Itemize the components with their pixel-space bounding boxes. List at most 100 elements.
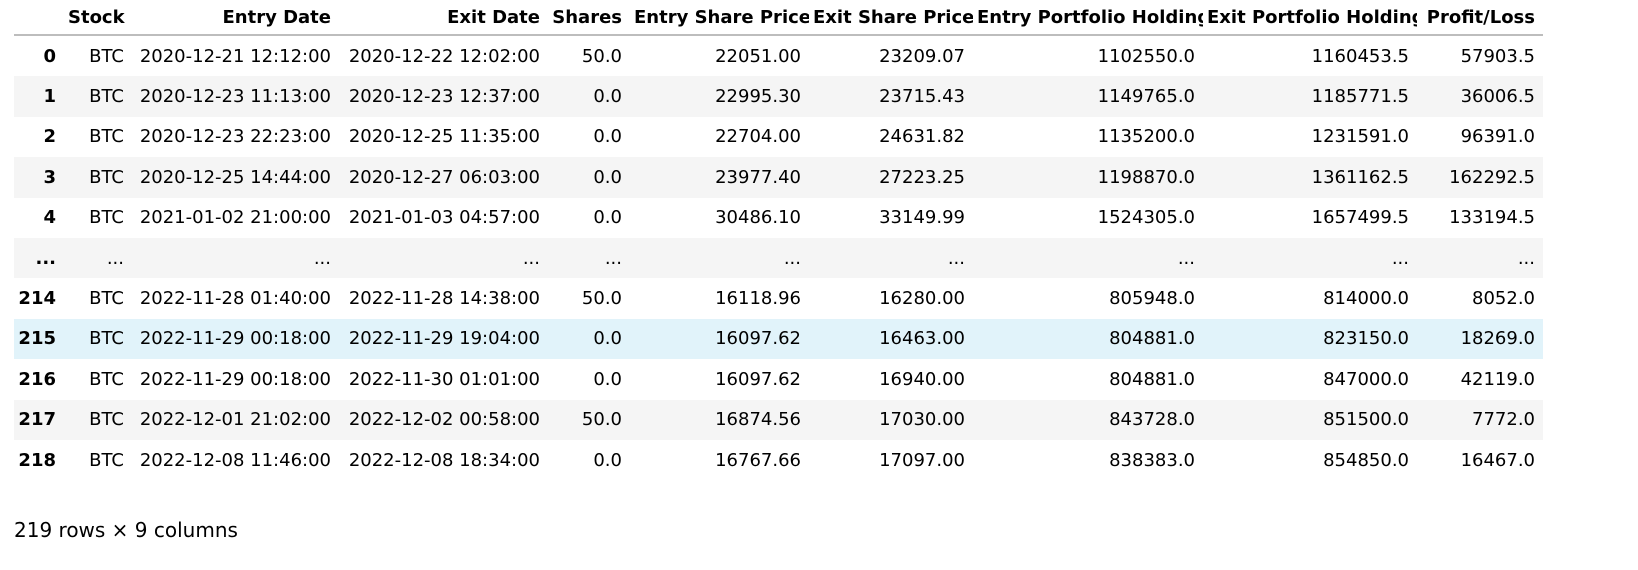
column-header: Exit Share Price [809,0,973,36]
table-cell: BTC [89,449,124,471]
table-row: 0 BTC 2020-12-21 12:12:00 2020-12-22 12:02:… [14,35,1543,77]
table-cell: ... [1177,247,1195,269]
table-cell: 2022-11-29 00:18:00 [139,368,331,390]
table-cell: 0.0 [593,86,622,108]
table-cell: 16118.96 [715,288,801,310]
table-cell: BTC [89,126,124,148]
row-index: 214 [18,288,56,310]
index-header [14,0,64,36]
table-cell: 2021-01-03 04:57:00 [348,207,540,229]
table-cell: 50.0 [581,45,622,67]
row-index: 1 [43,86,56,108]
table-cell: 16280.00 [879,288,965,310]
table-cell: 23209.07 [879,45,965,67]
row-index: 217 [18,409,56,431]
table-cell: 838383.0 [1109,449,1195,471]
table-cell: 0.0 [593,207,622,229]
row-index: 216 [18,368,56,390]
table-cell: 16767.66 [715,449,801,471]
table-cell: BTC [89,86,124,108]
table-cell: 2022-12-01 21:02:00 [139,409,331,431]
table-cell: ... [1391,247,1409,269]
table-cell: 1231591.0 [1311,126,1409,148]
column-header: Entry Share Price [630,0,809,36]
table-cell: 8052.0 [1472,288,1535,310]
table-cell: ... [604,247,622,269]
table-cell: 2022-12-02 00:58:00 [348,409,540,431]
table-cell: 843728.0 [1109,409,1195,431]
table-cell: 16467.0 [1460,449,1535,471]
column-header: Shares [548,0,630,36]
table-cell: 2022-11-28 14:38:00 [348,288,540,310]
table-cell: 1149765.0 [1097,86,1195,108]
table-cell: 7772.0 [1472,409,1535,431]
column-header: Entry Date [132,0,339,36]
table-cell: 16940.00 [879,368,965,390]
column-header: Entry Portfolio Holding [973,0,1203,36]
table-cell: BTC [89,409,124,431]
table-cell: 2020-12-25 11:35:00 [348,126,540,148]
table-cell: 23715.43 [879,86,965,108]
row-index: 3 [43,166,56,188]
table-cell: 805948.0 [1109,288,1195,310]
table-row: 218 BTC 2022-12-08 11:46:00 2022-12-08 18:3… [14,439,1543,481]
table-row: 217 BTC 2022-12-01 21:02:00 2022-12-02 00:5… [14,399,1543,440]
table-cell: 17097.00 [879,449,965,471]
table-cell: 0.0 [593,449,622,471]
table-cell: ... [313,247,331,269]
column-header: Profit/Loss [1417,0,1543,36]
column-header: Exit Portfolio Holding [1203,0,1417,36]
table-cell: 96391.0 [1460,126,1535,148]
table-cell: 30486.10 [715,207,801,229]
row-index: 215 [18,328,56,350]
table-cell: 42119.0 [1460,368,1535,390]
table-cell: 27223.25 [879,166,965,188]
table-row: 1 BTC 2020-12-23 11:13:00 2020-12-23 12:37:… [14,76,1543,117]
table-cell: 1524305.0 [1097,207,1195,229]
table-cell: 0.0 [593,368,622,390]
table-cell: 18269.0 [1460,328,1535,350]
dataframe-output: Stock Entry Date Exit Date Shares Entry … [14,0,1543,542]
table-cell: 1185771.5 [1311,86,1409,108]
row-index: 0 [43,45,56,67]
table-cell: 50.0 [581,409,622,431]
table-cell: 0.0 [593,166,622,188]
table-cell: 823150.0 [1323,328,1409,350]
table-cell: 1102550.0 [1097,45,1195,67]
table-cell: BTC [89,328,124,350]
table-row: 4 BTC 2021-01-02 21:00:00 2021-01-03 04:57:… [14,197,1543,238]
table-cell: BTC [89,45,124,67]
table-row: 216 BTC 2022-11-29 00:18:00 2022-11-30 01:0… [14,359,1543,400]
column-header: Stock [64,0,132,36]
table-cell: 162292.5 [1449,166,1535,188]
table-cell: 2020-12-22 12:02:00 [348,45,540,67]
table-cell: ... [783,247,801,269]
row-index: ... [35,247,56,269]
table-cell: 24631.82 [879,126,965,148]
table-cell: 2022-12-08 18:34:00 [348,449,540,471]
table-cell: 133194.5 [1449,207,1535,229]
table-cell: 2022-11-30 01:01:00 [348,368,540,390]
table-cell: ... [106,247,124,269]
table-cell: 804881.0 [1109,368,1195,390]
table-row: 2 BTC 2020-12-23 22:23:00 2020-12-25 11:35:… [14,116,1543,158]
table-cell: ... [522,247,540,269]
table-cell: 0.0 [593,328,622,350]
row-index: 2 [43,126,56,148]
table-cell: 854850.0 [1323,449,1409,471]
table-cell: 2022-11-29 00:18:00 [139,328,331,350]
table-cell: 1198870.0 [1097,166,1195,188]
table-cell: BTC [89,166,124,188]
table-cell: 847000.0 [1323,368,1409,390]
table-body: 0 BTC 2020-12-21 12:12:00 2020-12-22 12:02:… [14,35,1543,481]
table-row: .............................. [14,237,1543,279]
row-index: 4 [43,207,56,229]
table-cell: 2020-12-23 11:13:00 [139,86,331,108]
table-cell: 33149.99 [879,207,965,229]
table-row: 3 BTC 2020-12-25 14:44:00 2020-12-27 06:03:… [14,157,1543,198]
table-cell: 16097.62 [715,328,801,350]
table-cell: 16463.00 [879,328,965,350]
table-cell: 851500.0 [1323,409,1409,431]
row-index: 218 [18,449,56,471]
table-cell: 2020-12-23 22:23:00 [139,126,331,148]
